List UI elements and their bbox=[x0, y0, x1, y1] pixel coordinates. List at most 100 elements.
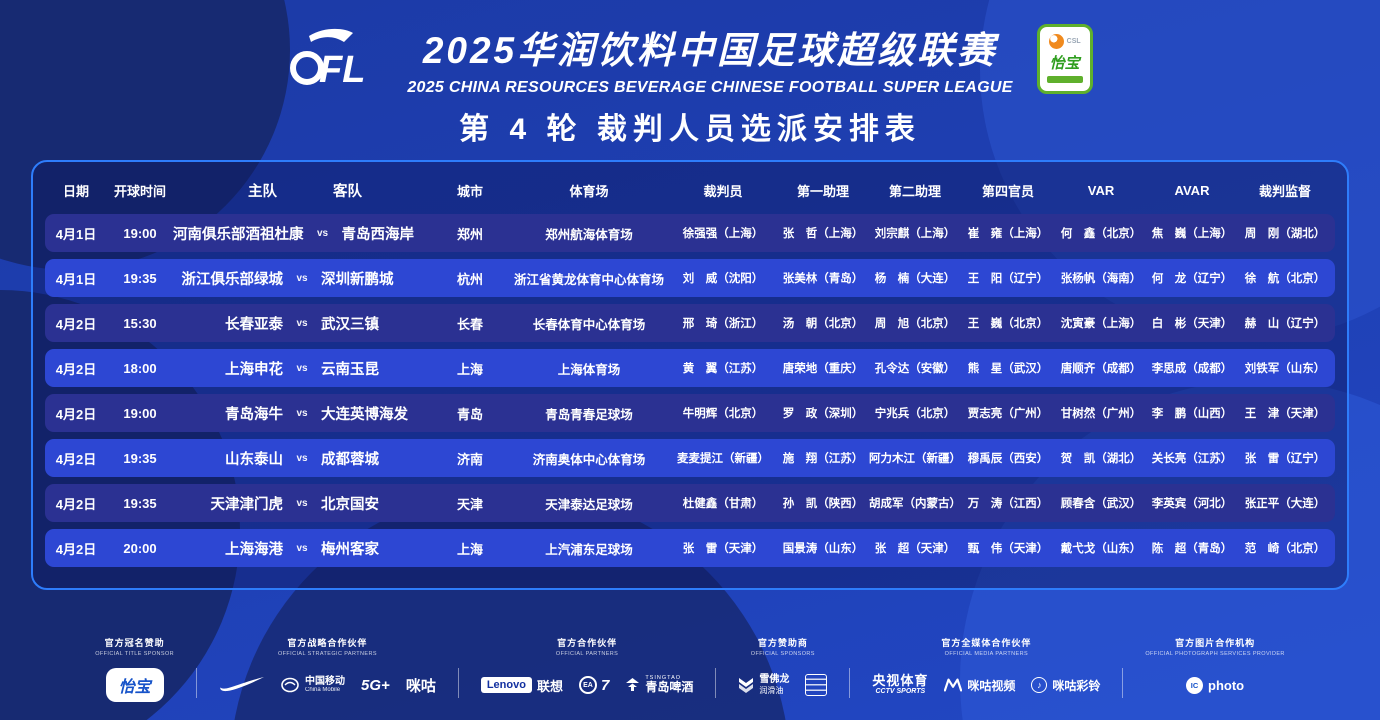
sponsor-label: 官方赞助商 OFFICIAL SPONSORS bbox=[750, 638, 815, 657]
col-var: VAR bbox=[1087, 182, 1115, 198]
cell-referee: 刘 威（沈阳） bbox=[682, 273, 764, 285]
sponsor-label: 官方冠名赞助 OFFICIAL TITLE SPONSOR bbox=[95, 638, 175, 657]
cell-assistant1: 张美林（青岛） bbox=[782, 273, 864, 285]
ic-photo-logo: IC photo bbox=[1186, 676, 1244, 694]
away-team: 北京国安 bbox=[321, 496, 379, 513]
cell-date: 4月2日 bbox=[55, 496, 97, 512]
cell-match: 上海申花 vs 云南玉昆 bbox=[173, 358, 431, 379]
cell-avar: 陈 超（青岛） bbox=[1151, 543, 1233, 555]
sponsor-footer: 官方冠名赞助 OFFICIAL TITLE SPONSOR 怡宝 官方战略合作伙… bbox=[0, 636, 1380, 704]
csl-label: CSL bbox=[1066, 38, 1081, 45]
table-row: 4月2日 19:35 山东泰山 vs 成都蓉城 济南 济南奥体中心体育场 麦麦提… bbox=[45, 439, 1335, 477]
cell-avar: 何 龙（辽宁） bbox=[1151, 273, 1233, 285]
cell-kickoff-time: 19:35 bbox=[123, 450, 157, 466]
cell-city: 杭州 bbox=[456, 271, 483, 287]
cell-assistant2: 杨 楠（大连） bbox=[874, 273, 956, 285]
sponsor-group-title: 官方冠名赞助 OFFICIAL TITLE SPONSOR 怡宝 bbox=[95, 636, 174, 704]
cell-assistant2: 胡成军（内蒙古） bbox=[869, 498, 961, 510]
sponsor-group-media: 官方全媒体合作伙伴 OFFICIAL MEDIA PARTNERS 央视体育 C… bbox=[872, 636, 1100, 704]
table-row: 4月2日 15:30 长春亚泰 vs 武汉三镇 长春 长春体育中心体育场 邢 琦… bbox=[45, 304, 1335, 342]
cell-supervisor: 刘铁军（山东） bbox=[1244, 363, 1326, 375]
sponsor-group-sponsors: 官方赞助商 OFFICIAL SPONSORS 雪佛龙 润滑油 bbox=[738, 636, 828, 704]
chevron-lubricants-logo: 雪佛龙 润滑油 bbox=[738, 674, 789, 696]
cell-supervisor: 徐 航（北京） bbox=[1244, 273, 1326, 285]
cestbon-logo: 怡宝 bbox=[105, 668, 164, 702]
vs-label: vs bbox=[316, 227, 329, 239]
cell-var: 张杨帆（海南） bbox=[1060, 273, 1142, 285]
csl-ball-row: CSL bbox=[1048, 34, 1081, 49]
away-team: 青岛西海岸 bbox=[341, 226, 415, 243]
cell-stadium: 郑州航海体育场 bbox=[545, 227, 633, 242]
cell-assistant2: 刘宗麒（上海） bbox=[874, 228, 956, 240]
away-team: 云南玉昆 bbox=[321, 361, 379, 378]
cell-fourth-official: 熊 星（武汉） bbox=[967, 363, 1049, 375]
cell-assistant1: 唐荣地（重庆） bbox=[782, 363, 864, 375]
cell-city: 上海 bbox=[456, 541, 483, 557]
cell-date: 4月2日 bbox=[55, 316, 97, 332]
header: FL 2025华润饮料中国足球超级联赛 2025 CHINA RESOURCES… bbox=[0, 20, 1380, 97]
cell-referee: 杜健鑫（甘肃） bbox=[682, 498, 764, 510]
col-away-team: 客队 bbox=[333, 183, 362, 200]
away-team: 梅州客家 bbox=[321, 541, 379, 558]
cell-assistant1: 张 哲（上海） bbox=[782, 228, 864, 240]
cell-assistant1: 施 翔（江苏） bbox=[782, 453, 864, 465]
referee-schedule-table: 日期 开球时间 主队 客队 城市 体育场 裁判员 第一助理 第二助理 第四官员 … bbox=[31, 160, 1349, 590]
cell-assistant1: 国景涛（山东） bbox=[782, 543, 864, 555]
migu-logo: 咪咕 bbox=[405, 677, 436, 695]
home-team: 浙江俱乐部绿城 bbox=[181, 271, 284, 288]
cell-match: 青岛海牛 vs 大连英博海发 bbox=[173, 403, 431, 424]
cell-fourth-official: 万 涛（江西） bbox=[967, 498, 1049, 510]
cell-referee: 麦麦提江（新疆） bbox=[677, 453, 769, 465]
cell-city: 天津 bbox=[456, 496, 483, 512]
cell-city: 长春 bbox=[456, 316, 483, 332]
col-supervisor: 裁判监督 bbox=[1258, 183, 1311, 199]
vs-label: vs bbox=[296, 497, 308, 509]
cell-referee: 徐强强（上海） bbox=[682, 228, 764, 240]
table-row: 4月2日 19:35 天津津门虎 vs 北京国安 天津 天津泰达足球场 杜健鑫（… bbox=[45, 484, 1335, 522]
cell-fourth-official: 穆禹辰（西安） bbox=[967, 453, 1049, 465]
china-mobile-logo: 中国移动 China Mobile bbox=[281, 676, 345, 694]
cell-match: 浙江俱乐部绿城 vs 深圳新鹏城 bbox=[173, 268, 431, 289]
cell-var: 戴弋戈（山东） bbox=[1060, 543, 1142, 555]
cell-date: 4月2日 bbox=[55, 451, 97, 467]
cell-assistant2: 宁兆兵（北京） bbox=[874, 408, 956, 420]
sponsor-group-photo: 官方图片合作机构 OFFICIAL PHOTOGRAPH SERVICES PR… bbox=[1145, 636, 1284, 704]
badge-strip bbox=[1046, 76, 1083, 83]
sponsor-label: 官方全媒体合作伙伴 OFFICIAL MEDIA PARTNERS bbox=[941, 638, 1032, 657]
csl-badge: CSL 怡宝 bbox=[1036, 23, 1093, 94]
cctv-sports-logo: 央视体育 CCTV SPORTS bbox=[872, 672, 929, 696]
nike-swoosh-icon bbox=[220, 677, 265, 692]
away-team: 深圳新鹏城 bbox=[321, 271, 394, 288]
cell-kickoff-time: 20:00 bbox=[123, 540, 157, 556]
page-subtitle: 2025 CHINA RESOURCES BEVERAGE CHINESE FO… bbox=[407, 79, 1013, 96]
cell-supervisor: 王 津（天津） bbox=[1244, 408, 1326, 420]
cell-match: 上海海港 vs 梅州客家 bbox=[173, 538, 431, 559]
music-note-icon: ♪ bbox=[1031, 677, 1048, 693]
cell-referee: 牛明辉（北京） bbox=[682, 408, 764, 420]
table-row: 4月2日 18:00 上海申花 vs 云南玉昆 上海 上海体育场 黄 翼（江苏）… bbox=[45, 349, 1335, 387]
col-match: 主队 客队 bbox=[173, 180, 431, 201]
cell-match: 天津津门虎 vs 北京国安 bbox=[173, 493, 431, 514]
cell-assistant2: 周 旭（北京） bbox=[874, 318, 956, 330]
cell-date: 4月2日 bbox=[55, 406, 97, 422]
cell-supervisor: 范 崎（北京） bbox=[1244, 543, 1326, 555]
lenovo-logo: Lenovo 联想 bbox=[480, 676, 563, 695]
col-avar: AVAR bbox=[1174, 182, 1210, 198]
cell-stadium: 长春体育中心体育场 bbox=[532, 317, 646, 332]
cell-avar: 焦 巍（上海） bbox=[1151, 228, 1233, 240]
cell-stadium: 上汽浦东足球场 bbox=[545, 542, 633, 557]
cell-kickoff-time: 19:00 bbox=[123, 405, 157, 421]
cell-avar: 李英宾（河北） bbox=[1151, 498, 1233, 510]
sponsor-label: 官方战略合作伙伴 OFFICIAL STRATEGIC PARTNERS bbox=[277, 638, 377, 657]
table-row: 4月2日 19:00 青岛海牛 vs 大连英博海发 青岛 青岛青春足球场 牛明辉… bbox=[45, 394, 1335, 432]
cell-date: 4月2日 bbox=[55, 541, 97, 557]
cell-assistant2: 张 超（天津） bbox=[874, 543, 956, 555]
footer-divider bbox=[457, 668, 459, 698]
footer-divider bbox=[715, 668, 717, 698]
tsingtao-beer-logo: TSINGTAO 青岛啤酒 bbox=[625, 675, 693, 694]
pagoda-icon bbox=[626, 678, 640, 692]
cell-kickoff-time: 19:35 bbox=[123, 270, 157, 286]
cell-var: 何 鑫（北京） bbox=[1060, 228, 1142, 240]
cell-supervisor: 张正平（大连） bbox=[1244, 498, 1326, 510]
